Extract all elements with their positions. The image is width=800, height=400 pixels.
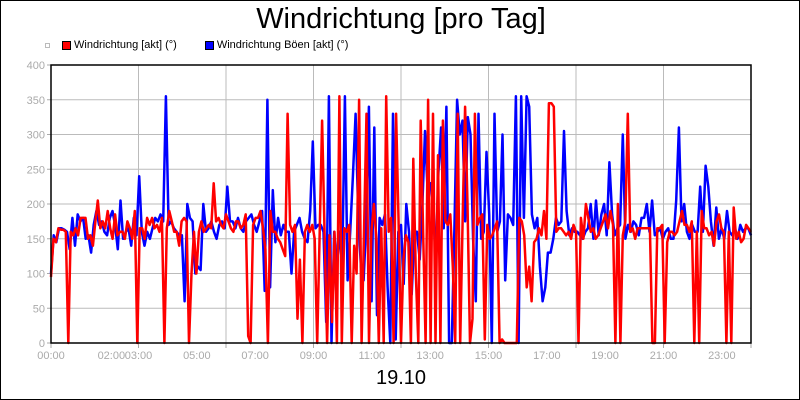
- legend-marker-icon: [45, 42, 50, 48]
- y-tick-label: 300: [27, 130, 45, 142]
- legend-item-windrichtung-boeen[interactable]: Windrichtung Böen [akt] (°): [204, 39, 349, 51]
- x-tick-label: 03:00: [125, 350, 153, 362]
- x-tick-label: 02:00: [98, 350, 126, 362]
- y-tick-label: 350: [27, 95, 45, 107]
- x-tick-label: 11:00: [358, 350, 385, 362]
- legend: Windrichtung [akt] (°) Windrichtung Böen…: [45, 39, 376, 51]
- chart-title: Windrichtung [pro Tag]: [256, 3, 546, 35]
- x-tick-label: 05:00: [183, 350, 211, 362]
- y-tick-label: 250: [27, 164, 45, 176]
- x-tick-label: 00:00: [37, 350, 65, 362]
- x-tick-label: 09:00: [300, 350, 328, 362]
- x-tick-label: 15:00: [475, 350, 503, 362]
- legend-item-windrichtung[interactable]: Windrichtung [akt] (°): [62, 39, 177, 51]
- legend-label: Windrichtung Böen [akt] (°): [216, 39, 349, 51]
- y-tick-label: 100: [27, 269, 45, 281]
- y-tick-label: 200: [27, 199, 45, 211]
- blue-swatch-icon: [204, 40, 214, 50]
- x-tick-label: 17:00: [533, 350, 561, 362]
- y-tick-label: 400: [27, 60, 45, 72]
- x-tick-label: 19:00: [591, 350, 619, 362]
- y-tick-label: 0: [39, 338, 45, 350]
- series-line: [49, 95, 753, 345]
- x-tick-label: 23:00: [708, 350, 736, 362]
- red-swatch-icon: [62, 40, 71, 50]
- x-tick-label: 07:00: [241, 350, 269, 362]
- y-tick-label: 150: [27, 234, 45, 246]
- legend-label: Windrichtung [akt] (°): [74, 39, 177, 51]
- x-tick-label: 13:00: [416, 350, 444, 362]
- y-tick-label: 50: [33, 303, 45, 315]
- x-axis-label: 19.10: [375, 367, 427, 389]
- plot-border: [50, 64, 752, 344]
- x-tick-label: 21:00: [650, 350, 678, 362]
